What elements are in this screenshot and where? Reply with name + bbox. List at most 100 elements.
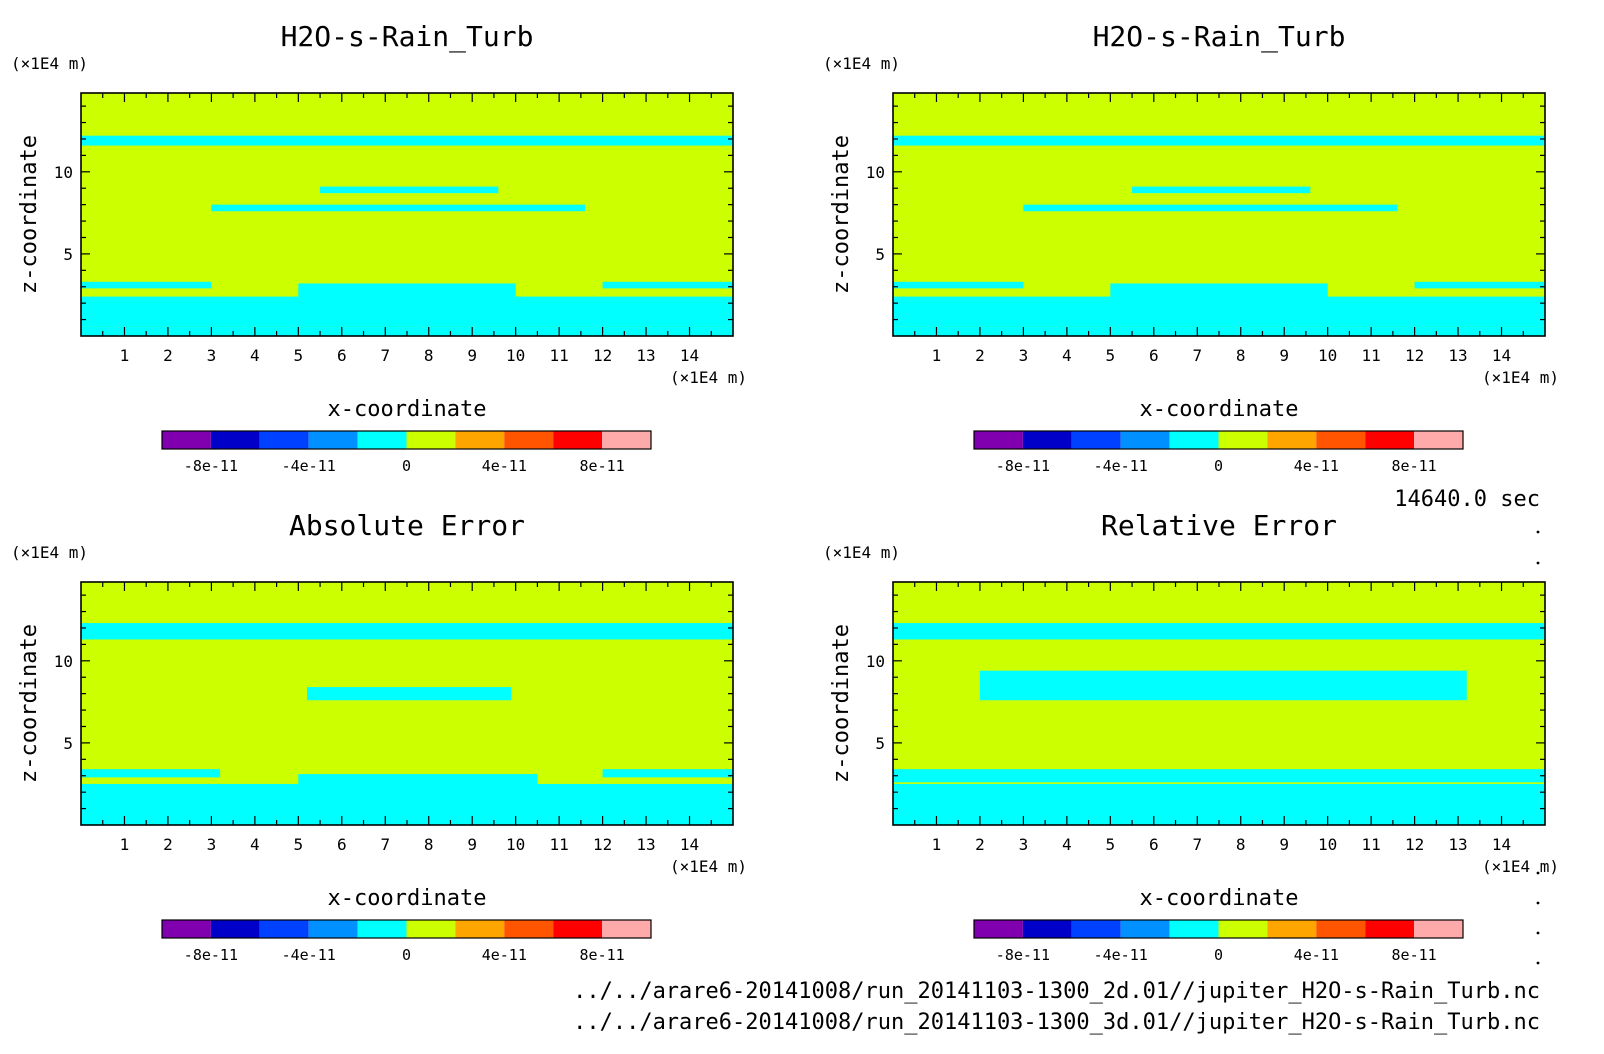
x-tick-label: 3 [207, 835, 217, 854]
contour-patch [893, 296, 1545, 327]
panel-title: Absolute Error [289, 509, 525, 542]
colorbar-tick-label: -4e-11 [1094, 457, 1148, 475]
colorbar: -8e-11 -4e-11 0 4e-11 8e-11 [161, 919, 652, 964]
x-tick-label: 7 [380, 346, 390, 365]
contour-patch [979, 670, 1467, 701]
x-tick-label: 4 [250, 346, 260, 365]
x-tick-label: 10 [1318, 346, 1337, 365]
colorbar-swatch [1120, 431, 1170, 449]
colorbar: -8e-11 -4e-11 0 4e-11 8e-11 [973, 919, 1464, 964]
x-tick-label: 9 [1279, 346, 1289, 365]
contour-patch [298, 283, 516, 300]
y-axis-label: z-coordinate [17, 135, 42, 294]
x-tick-label: 11 [1362, 346, 1381, 365]
contour-patch [602, 281, 733, 289]
contour-patch [893, 623, 1545, 640]
x-tick-label: 13 [1448, 835, 1467, 854]
x-tick-label: 12 [1405, 346, 1424, 365]
x-tick-label: 9 [467, 835, 477, 854]
x-tick-label: 2 [163, 835, 173, 854]
y-unit-label: (×1E4 m) [11, 54, 88, 73]
colorbar-tick-label: 0 [402, 946, 411, 964]
x-tick-label: 9 [1279, 835, 1289, 854]
x-tick-label: 5 [294, 835, 304, 854]
colorbar-swatch [1267, 920, 1317, 938]
contour-patch [602, 769, 733, 778]
x-tick-label: 5 [294, 346, 304, 365]
panel-title: Relative Error [1101, 509, 1337, 542]
colorbar-tick-label: 8e-11 [1392, 457, 1437, 475]
contour-patch [1132, 186, 1311, 194]
colorbar-swatch [1169, 431, 1219, 449]
colorbar-swatch [1365, 431, 1415, 449]
contour-patch [1023, 204, 1398, 212]
colorbar-tick-label: 0 [1214, 946, 1223, 964]
colorbar-swatch [455, 920, 505, 938]
x-tick-label: 12 [593, 835, 612, 854]
x-tick-label: 14 [680, 346, 699, 365]
x-tick-label: 1 [120, 835, 130, 854]
x-tick-label: 9 [467, 346, 477, 365]
colorbar-tick-label: 0 [402, 457, 411, 475]
y-tick-label: 5 [63, 245, 73, 264]
colorbar-swatch [1120, 920, 1170, 938]
colorbar-swatch [455, 431, 505, 449]
colorbar-tick-label: 8e-11 [1392, 946, 1437, 964]
colorbar-frame [161, 430, 652, 450]
colorbar-swatch [357, 431, 407, 449]
colorbar-tick-label: 4e-11 [482, 457, 527, 475]
colorbar-frame [973, 919, 1464, 939]
contour-patch [320, 186, 499, 194]
x-tick-label: 6 [337, 835, 347, 854]
x-tick-label: 5 [1106, 835, 1116, 854]
x-axis-label: x-coordinate [1140, 397, 1299, 422]
colorbar-swatch [210, 920, 260, 938]
panel-1: H2O-s-Rain_Turb(×1E4 m)1 2 3 4 5 6 7 8 9 10 11 12 13… [11, 20, 747, 475]
x-tick-label: 11 [550, 346, 569, 365]
x-tick-label: 14 [680, 835, 699, 854]
colorbar-swatch [1022, 920, 1072, 938]
x-tick-label: 7 [1192, 835, 1202, 854]
colorbar-tick-label: -4e-11 [1094, 946, 1148, 964]
time-label: 14640.0 sec [1394, 487, 1540, 512]
colorbar-swatch [602, 920, 651, 938]
colorbar-swatch [504, 920, 554, 938]
x-tick-label: 1 [932, 346, 942, 365]
x-tick-label: 12 [593, 346, 612, 365]
x-tick-label: 6 [1149, 346, 1159, 365]
y-tick-label: 10 [866, 652, 885, 671]
contour-patch [211, 204, 586, 212]
x-tick-label: 2 [975, 346, 985, 365]
x-tick-label: 1 [932, 835, 942, 854]
x-unit-label: (×1E4 m) [670, 857, 747, 876]
colorbar-swatch [357, 920, 407, 938]
file-path-2d: ../../arare6-20141008/run_20141103-1300_… [573, 979, 1540, 1004]
colorbar-tick-label: 4e-11 [482, 946, 527, 964]
colorbar-swatch [1218, 920, 1268, 938]
y-unit-label: (×1E4 m) [823, 543, 900, 562]
contour-patch [893, 281, 1024, 289]
colorbar-tick-label: -8e-11 [996, 457, 1050, 475]
colorbar-swatch [974, 431, 1023, 449]
x-tick-label: 8 [424, 835, 434, 854]
x-tick-label: 12 [1405, 835, 1424, 854]
colorbar-swatch [504, 431, 554, 449]
contour-patch [81, 769, 221, 778]
x-unit-label: (×1E4 m) [1482, 368, 1559, 387]
colorbar-tick-label: 8e-11 [580, 457, 625, 475]
contour-patch [307, 687, 512, 701]
contour-patch [81, 623, 733, 640]
colorbar-swatch [210, 431, 260, 449]
x-tick-label: 11 [550, 835, 569, 854]
panel-3: Absolute Error(×1E4 m)1 2 3 4 5 6 7 8 9 10 11 12 13 1… [11, 509, 747, 964]
x-axis-label: x-coordinate [328, 397, 487, 422]
contour-patch [1414, 281, 1545, 289]
colorbar-frame [973, 430, 1464, 450]
colorbar-swatch [974, 920, 1023, 938]
x-unit-label: (×1E4 m) [1482, 857, 1559, 876]
colorbar-swatch [406, 431, 456, 449]
colorbar-swatch [162, 920, 211, 938]
x-tick-label: 13 [636, 835, 655, 854]
x-tick-label: 4 [1062, 835, 1072, 854]
x-tick-label: 11 [1362, 835, 1381, 854]
